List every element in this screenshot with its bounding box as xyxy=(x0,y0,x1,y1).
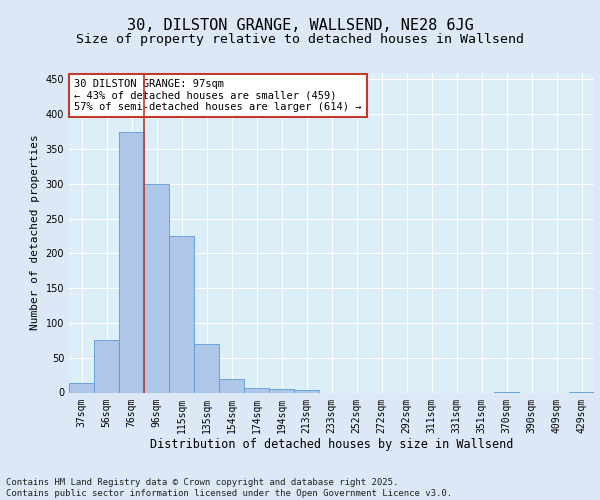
Bar xyxy=(219,378,244,392)
X-axis label: Distribution of detached houses by size in Wallsend: Distribution of detached houses by size … xyxy=(150,438,513,451)
Text: 30 DILSTON GRANGE: 97sqm
← 43% of detached houses are smaller (459)
57% of semi-: 30 DILSTON GRANGE: 97sqm ← 43% of detach… xyxy=(74,79,362,112)
Bar xyxy=(294,390,319,392)
Bar xyxy=(69,384,94,392)
Bar xyxy=(144,184,169,392)
Bar xyxy=(244,388,269,392)
Bar xyxy=(194,344,219,393)
Text: 30, DILSTON GRANGE, WALLSEND, NE28 6JG: 30, DILSTON GRANGE, WALLSEND, NE28 6JG xyxy=(127,18,473,32)
Bar xyxy=(94,340,119,392)
Text: Size of property relative to detached houses in Wallsend: Size of property relative to detached ho… xyxy=(76,32,524,46)
Text: Contains HM Land Registry data © Crown copyright and database right 2025.
Contai: Contains HM Land Registry data © Crown c… xyxy=(6,478,452,498)
Bar xyxy=(119,132,144,392)
Bar xyxy=(169,236,194,392)
Y-axis label: Number of detached properties: Number of detached properties xyxy=(30,134,40,330)
Bar xyxy=(269,389,294,392)
